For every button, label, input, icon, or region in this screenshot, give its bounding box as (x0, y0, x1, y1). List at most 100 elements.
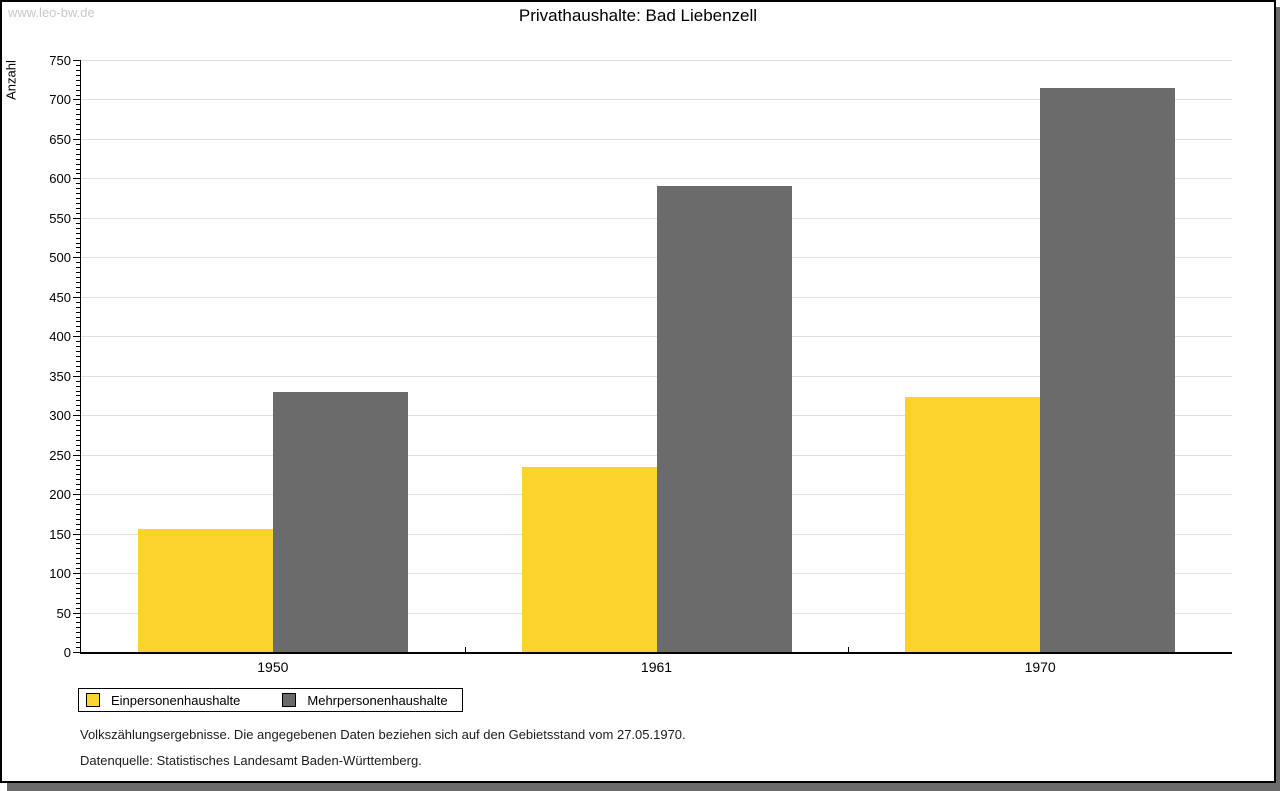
legend-swatch-mehrpersonenhaushalte (282, 693, 297, 707)
y-axis-minor-tick (76, 173, 80, 175)
y-axis-major-tick (73, 138, 80, 140)
y-axis-minor-tick (76, 158, 80, 160)
y-axis-minor-tick (76, 252, 80, 254)
y-axis-major-tick (73, 652, 80, 653)
y-axis-minor-tick (76, 365, 80, 367)
gridline (81, 60, 1232, 61)
x-axis-tick (848, 647, 850, 652)
y-axis-minor-tick (76, 528, 80, 530)
y-axis-minor-tick (76, 430, 80, 431)
y-axis-minor-tick (76, 94, 80, 96)
y-axis-minor-tick (76, 208, 80, 209)
plot-area: 0 50 100 150 200 250 300 350 400 450 500 550 600 650 7… (49, 54, 1232, 675)
x-axis-category-label: 1961 (640, 659, 673, 675)
y-axis-minor-tick (76, 316, 80, 318)
y-axis-major-tick (73, 573, 80, 575)
y-axis-minor-tick (76, 212, 80, 214)
legend-item: Mehrpersonenhaushalte (282, 692, 448, 708)
y-axis-tick-label: 450 (49, 289, 71, 305)
frame-shadow-right (1276, 7, 1280, 791)
y-axis-minor-tick (76, 301, 80, 303)
x-axis-category-label: 1950 (257, 659, 289, 675)
y-axis-minor-tick (76, 543, 80, 545)
y-axis-minor-tick (76, 469, 80, 471)
y-axis-minor-tick (76, 168, 80, 170)
y-axis-minor-tick (76, 410, 80, 412)
gridline (81, 138, 1232, 140)
y-axis-minor-tick (76, 627, 80, 629)
y-axis-minor-tick (76, 523, 80, 525)
y-axis-tick-label: 0 (63, 645, 71, 660)
y-axis-major-tick (73, 296, 80, 298)
footnote-source-note: Volkszählungsergebnisse. Die angegebenen… (80, 727, 686, 742)
y-axis-minor-tick (76, 104, 80, 106)
y-axis-tick-label: 600 (49, 171, 71, 187)
y-axis-minor-tick (76, 508, 80, 510)
y-axis-tick-label: 50 (56, 605, 71, 621)
y-axis-minor-tick (76, 464, 80, 466)
y-axis-minor-tick (76, 563, 80, 565)
footnote-data-source: Datenquelle: Statistisches Landesamt Bad… (80, 753, 422, 768)
y-axis-minor-tick (76, 326, 80, 328)
y-axis-minor-tick (76, 439, 80, 441)
y-axis-major-tick (73, 375, 80, 377)
y-axis-minor-tick (76, 617, 80, 619)
y-axis-minor-tick (76, 237, 80, 239)
y-axis-minor-tick (76, 637, 80, 639)
y-axis-minor-tick (76, 578, 80, 579)
legend-label: Mehrpersonenhaushalte (307, 692, 448, 708)
bar-mehrpersonenhaushalte-1950 (272, 391, 408, 652)
y-axis-minor-tick (76, 518, 80, 520)
y-axis-minor-tick (76, 538, 80, 540)
y-axis-major-tick (73, 612, 80, 614)
y-axis-minor-tick (76, 163, 80, 165)
y-axis-minor-tick (76, 346, 80, 348)
y-axis-minor-tick (76, 148, 80, 150)
y-axis-minor-tick (76, 331, 80, 333)
bar-einpersonenhaushalte-1950 (137, 528, 273, 652)
y-axis-minor-tick (76, 607, 80, 609)
y-axis-minor-tick (76, 602, 80, 604)
y-axis-minor-tick (76, 84, 80, 86)
y-axis-minor-tick (76, 622, 80, 624)
watermark: www.leo-bw.de (8, 5, 95, 20)
legend: Einpersonenhaushalte Mehrpersonenhaushalt… (78, 688, 463, 712)
y-axis-minor-tick (76, 632, 80, 634)
y-axis-minor-tick (76, 198, 80, 200)
y-axis-minor-tick (76, 459, 80, 461)
y-axis-minor-tick (76, 370, 80, 372)
y-axis-major-tick (73, 533, 80, 535)
y-axis-major-tick (73, 178, 80, 180)
y-axis-minor-tick (76, 306, 80, 308)
y-axis-minor-tick (76, 153, 80, 155)
y-axis-minor-tick (76, 69, 80, 71)
y-axis-minor-tick (76, 64, 80, 66)
y-axis-minor-tick (76, 341, 80, 343)
y-axis-minor-tick (76, 474, 80, 476)
y-axis-minor-tick (76, 647, 80, 649)
y-axis-label: Anzahl (3, 60, 19, 100)
x-axis-tick (464, 647, 466, 652)
y-axis-minor-tick (76, 188, 80, 190)
y-axis-major-tick (73, 99, 80, 101)
y-axis-minor-tick (76, 124, 80, 126)
y-axis-minor-tick (76, 356, 80, 357)
y-axis-major-tick (73, 217, 80, 219)
gridline (81, 178, 1232, 180)
legend-item: Einpersonenhaushalte (86, 693, 240, 708)
y-axis-minor-tick (76, 420, 80, 422)
y-axis-major-tick (73, 415, 80, 417)
y-axis-minor-tick (76, 405, 80, 407)
y-axis-minor-tick (76, 79, 80, 81)
frame-shadow-bottom (7, 783, 1276, 791)
y-axis-tick-label: 750 (49, 53, 71, 68)
y-axis-minor-tick (76, 277, 80, 279)
y-axis-tick-label: 200 (49, 487, 71, 503)
y-axis-minor-tick (76, 425, 80, 427)
y-axis-major-tick (73, 257, 80, 259)
y-axis-tick-label: 700 (49, 92, 71, 108)
y-axis-minor-tick (76, 380, 80, 382)
y-axis-major-tick (73, 454, 80, 456)
y-axis-minor-tick (76, 504, 80, 505)
